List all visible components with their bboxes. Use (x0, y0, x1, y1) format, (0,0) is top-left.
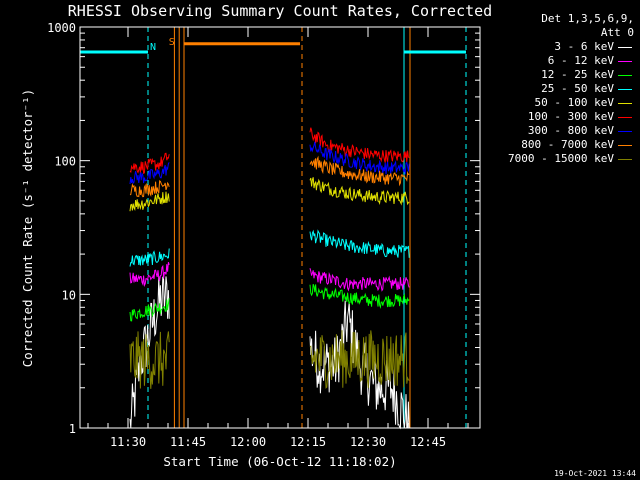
x-tick-label: 12:00 (230, 435, 266, 449)
series-line-8 (309, 330, 410, 389)
x-tick-label: 12:45 (410, 435, 446, 449)
axes-frame (79, 26, 481, 429)
series-line-5 (129, 152, 170, 175)
legend-entry: 6 - 12 keV (547, 54, 614, 67)
legend-entry: 800 - 7000 keV (521, 138, 614, 151)
legend-entry: 7000 - 15000 keV (508, 152, 614, 165)
series-line-6 (129, 162, 170, 185)
legend-swatch (618, 75, 632, 76)
legend-swatch (618, 103, 632, 104)
series-line-4 (309, 177, 410, 206)
x-tick-label: 12:30 (350, 435, 386, 449)
legend-entry: 3 - 6 keV (554, 40, 614, 53)
series-line-3 (129, 248, 170, 267)
y-tick-label: 10 (62, 288, 76, 302)
series-line-6 (309, 141, 410, 175)
legend-swatch (618, 145, 632, 146)
x-tick-label: 12:15 (290, 435, 326, 449)
footer-timestamp: 19-Oct-2021 13:44 (554, 469, 636, 478)
y-tick-label: 1 (69, 422, 76, 436)
legend-entry: 100 - 300 keV (527, 110, 614, 123)
x-tick-label: 11:30 (110, 435, 146, 449)
series-line-2 (309, 284, 410, 310)
y-axis-label: Corrected Count Rate (s⁻¹ detector⁻¹) (20, 89, 35, 367)
series-line-3 (309, 229, 410, 258)
flag-label: N (150, 42, 156, 53)
legend-swatch (618, 89, 632, 90)
legend-swatch (618, 159, 632, 160)
legend-swatch (618, 61, 632, 62)
series-line-0 (129, 276, 170, 429)
series-line-7 (129, 179, 170, 198)
legend-entry: 300 - 800 keV (527, 124, 614, 137)
y-tick-label: 1000 (47, 21, 76, 35)
y-tick-label: 100 (54, 155, 76, 169)
chart-title: RHESSI Observing Summary Count Rates, Co… (68, 2, 492, 20)
legend-swatch (618, 131, 632, 132)
legend-swatch (618, 117, 632, 118)
legend-entry: 25 - 50 keV (541, 82, 614, 95)
legend-header: Det 1,3,5,6,9, (541, 12, 634, 25)
axes: 1 10 100 1000 11:30 11:45 12:00 12:15 12:30 12:45 (47, 21, 481, 449)
legend-swatch (618, 47, 632, 48)
series-line-1 (309, 268, 410, 292)
x-tick-label: 11:45 (170, 435, 206, 449)
series-line-1 (129, 262, 170, 288)
series-line-8 (129, 331, 170, 389)
legend-entry: 50 - 100 keV (534, 96, 614, 109)
series-line-5 (309, 127, 410, 163)
series-line-7 (309, 155, 410, 187)
series-line-4 (129, 191, 170, 212)
x-axis-label: Start Time (06-Oct-12 11:18:02) (163, 454, 396, 469)
flag-label: S (169, 37, 175, 48)
legend-header: Att 0 (600, 26, 634, 39)
series-line-2 (129, 298, 170, 322)
legend-entry: 12 - 25 keV (541, 68, 614, 81)
